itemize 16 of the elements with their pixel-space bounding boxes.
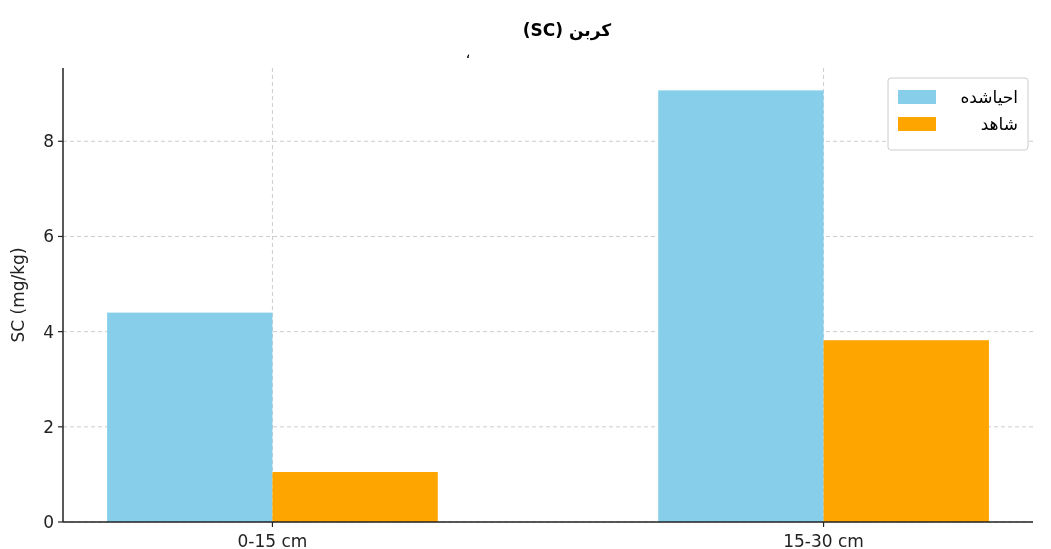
x-tick-label: 0-15 cm bbox=[237, 531, 308, 549]
bar bbox=[107, 312, 273, 522]
y-tick-label: 4 bbox=[43, 321, 54, 342]
y-axis-title: SC (mg/kg) bbox=[8, 247, 28, 343]
bar bbox=[272, 472, 438, 522]
y-tick-label: 6 bbox=[43, 226, 54, 247]
y-tick-label: 0 bbox=[43, 512, 54, 532]
x-tick-label: 15-30 cm bbox=[783, 531, 864, 549]
chart-subtitle: ، bbox=[465, 44, 471, 62]
bar bbox=[823, 340, 989, 522]
y-tick-label: 8 bbox=[43, 131, 54, 152]
chart-title: کربن (SC) bbox=[522, 20, 612, 41]
bar bbox=[658, 90, 824, 522]
y-tick-label: 2 bbox=[43, 416, 54, 437]
text: شاهد bbox=[980, 114, 1018, 134]
legend-label: احیاشده bbox=[960, 87, 1018, 107]
